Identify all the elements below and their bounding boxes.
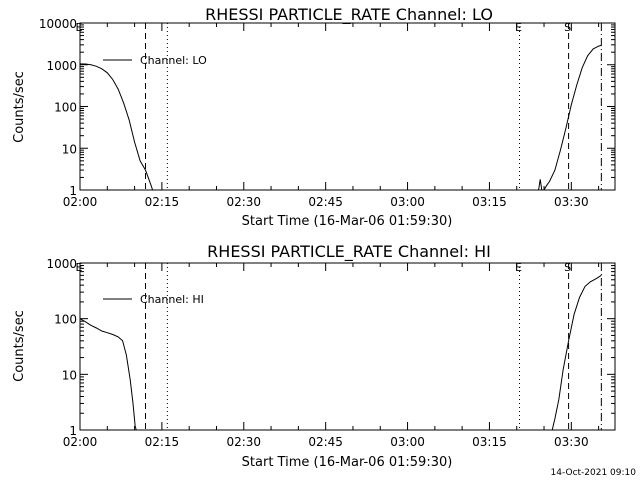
y-tick-label-lo: 100 bbox=[54, 101, 77, 115]
y-tick-label-hi: 1000 bbox=[46, 257, 77, 271]
x-axis-label-hi: Start Time (16-Mar-06 01:59:30) bbox=[242, 455, 453, 470]
chart-panel-lo: RHESSI PARTICLE_RATE Channel: LO 02:00 02… bbox=[12, 5, 616, 229]
x-tick-label-lo: 03:15 bbox=[472, 195, 507, 209]
x-axis-lo: 02:00 02:15 02:30 02:45 03:00 03:15 03:30 bbox=[63, 23, 600, 209]
y-axis-label-hi: Counts/sec bbox=[12, 310, 27, 382]
event-marker-label-hi: S bbox=[564, 261, 571, 274]
x-axis-hi: 02:00 02:15 02:30 02:45 03:00 03:15 03:30 bbox=[63, 263, 600, 449]
event-marker-label-lo: E bbox=[76, 21, 83, 34]
series-line-lo bbox=[79, 63, 154, 191]
legend-lo: Channel: LO bbox=[103, 54, 207, 67]
x-tick-label-hi: 02:30 bbox=[226, 435, 261, 449]
series-line-lo bbox=[538, 179, 543, 191]
y-tick-label-hi: 1 bbox=[69, 424, 77, 438]
event-marker-label-lo: E bbox=[515, 21, 522, 34]
legend-label-hi: Channel: HI bbox=[140, 293, 204, 306]
y-axis-label-lo: Counts/sec bbox=[12, 71, 27, 143]
y-tick-label-hi: 100 bbox=[54, 313, 77, 327]
y-tick-label-lo: 1 bbox=[69, 184, 77, 198]
chart-title-hi: RHESSI PARTICLE_RATE Channel: HI bbox=[207, 242, 491, 262]
series-hi bbox=[79, 274, 602, 431]
series-line-hi bbox=[79, 318, 137, 431]
chart-panel-hi: RHESSI PARTICLE_RATE Channel: HI 02:00 02… bbox=[12, 242, 616, 470]
y-tick-label-lo: 10 bbox=[62, 142, 77, 156]
plot-frame-hi bbox=[79, 262, 616, 431]
plot-frame-lo bbox=[79, 22, 616, 191]
x-tick-label-hi: 03:15 bbox=[472, 435, 507, 449]
x-tick-label-lo: 02:30 bbox=[226, 195, 261, 209]
event-marker-label-hi: E bbox=[76, 261, 83, 274]
x-axis-label-lo: Start Time (16-Mar-06 01:59:30) bbox=[242, 214, 453, 229]
legend-label-lo: Channel: LO bbox=[140, 54, 207, 67]
chart-title-lo: RHESSI PARTICLE_RATE Channel: LO bbox=[205, 5, 493, 25]
y-axis-lo: 1 10 100 1000 10000 bbox=[39, 17, 615, 198]
y-tick-label-lo: 10000 bbox=[39, 17, 77, 31]
series-lo bbox=[79, 44, 602, 191]
generation-timestamp: 14-Oct-2021 09:10 bbox=[551, 468, 637, 478]
x-tick-label-hi: 03:30 bbox=[554, 435, 589, 449]
x-tick-label-hi: 02:45 bbox=[308, 435, 343, 449]
y-tick-label-lo: 1000 bbox=[46, 59, 77, 73]
series-line-lo bbox=[543, 44, 602, 191]
legend-hi: Channel: HI bbox=[103, 293, 204, 306]
x-tick-label-lo: 03:00 bbox=[390, 195, 425, 209]
series-line-hi bbox=[551, 274, 602, 431]
x-tick-label-lo: 02:15 bbox=[145, 195, 180, 209]
x-tick-label-hi: 03:00 bbox=[390, 435, 425, 449]
x-tick-label-lo: 02:00 bbox=[63, 195, 98, 209]
y-axis-hi: 1 10 100 1000 bbox=[46, 257, 615, 438]
x-tick-label-hi: 02:00 bbox=[63, 435, 98, 449]
event-marker-label-hi: E bbox=[515, 261, 522, 274]
x-tick-label-lo: 02:45 bbox=[308, 195, 343, 209]
x-tick-label-lo: 03:30 bbox=[554, 195, 589, 209]
y-tick-label-hi: 10 bbox=[62, 368, 77, 382]
event-marker-label-lo: S bbox=[564, 21, 571, 34]
x-tick-label-hi: 02:15 bbox=[145, 435, 180, 449]
